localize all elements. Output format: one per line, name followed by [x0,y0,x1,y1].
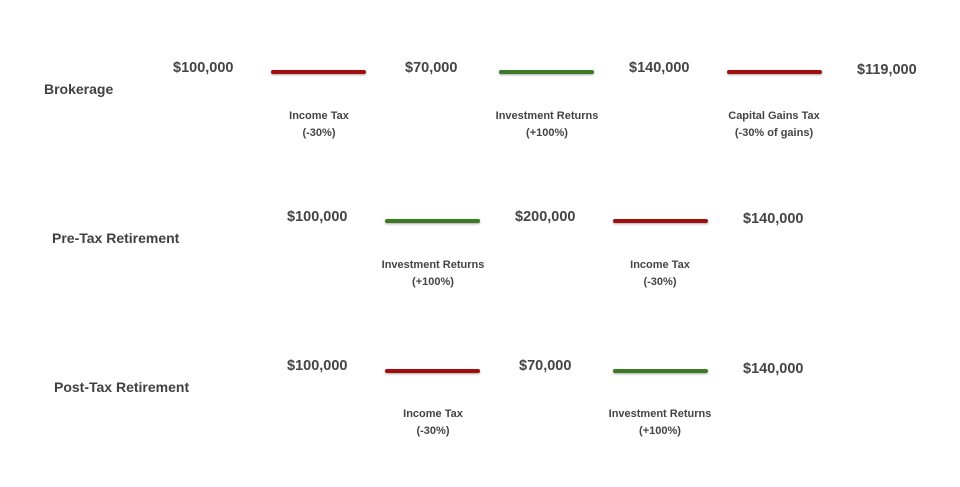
amount-after-tax: $70,000 [405,60,458,76]
amount-start: $100,000 [287,358,348,374]
step-label-investment-returns: Investment Returns (+100%) [472,108,622,142]
amount-start: $100,000 [173,60,234,76]
amount-start: $100,000 [287,209,348,225]
pre-tax-retirement-row: Pre-Tax Retirement $100,000 Investment R… [0,150,960,288]
step-name: Investment Returns [495,110,599,122]
step-name: Income Tax [630,259,690,271]
step-label-income-tax: Income Tax (-30%) [585,257,735,291]
step-name: Investment Returns [608,408,712,420]
step-name: Income Tax [289,110,349,122]
amount-final: $140,000 [743,211,804,227]
step-label-capital-gains-tax: Capital Gains Tax (-30% of gains) [699,108,849,142]
step-name: Investment Returns [381,259,485,271]
step-detail: (-30%) [643,276,677,288]
step-detail: (-30%) [302,127,336,139]
step-detail: (+100%) [639,425,681,437]
step-bar-investment-returns [499,70,594,74]
step-detail: (-30% of gains) [734,127,814,139]
step-detail: (-30%) [416,425,450,437]
amount-final: $140,000 [743,361,804,377]
step-label-income-tax: Income Tax (-30%) [358,406,508,440]
step-bar-investment-returns [385,219,480,223]
step-bar-investment-returns [613,369,708,373]
row-label: Brokerage [44,81,114,97]
step-detail: (+100%) [412,276,454,288]
row-label: Post-Tax Retirement [54,379,190,395]
amount-final: $119,000 [857,62,917,78]
amount-after-tax: $70,000 [519,358,572,374]
step-name: Income Tax [403,408,463,420]
amount-after-returns: $200,000 [515,209,576,225]
step-bar-income-tax [613,219,708,223]
step-bar-income-tax [385,369,480,373]
step-name: Capital Gains Tax [728,110,820,122]
row-label: Pre-Tax Retirement [52,230,180,246]
step-label-investment-returns: Investment Returns (+100%) [585,406,735,440]
brokerage-row: Brokerage $100,000 Income Tax (-30%) $70… [0,0,960,139]
step-bar-capital-gains-tax [727,70,822,74]
step-label-investment-returns: Investment Returns (+100%) [358,257,508,291]
step-bar-income-tax [271,70,366,74]
post-tax-retirement-row: Post-Tax Retirement $100,000 Income Tax … [0,300,960,437]
amount-after-returns: $140,000 [629,60,690,76]
step-label-income-tax: Income Tax (-30%) [244,108,394,142]
step-detail: (+100%) [526,127,568,139]
